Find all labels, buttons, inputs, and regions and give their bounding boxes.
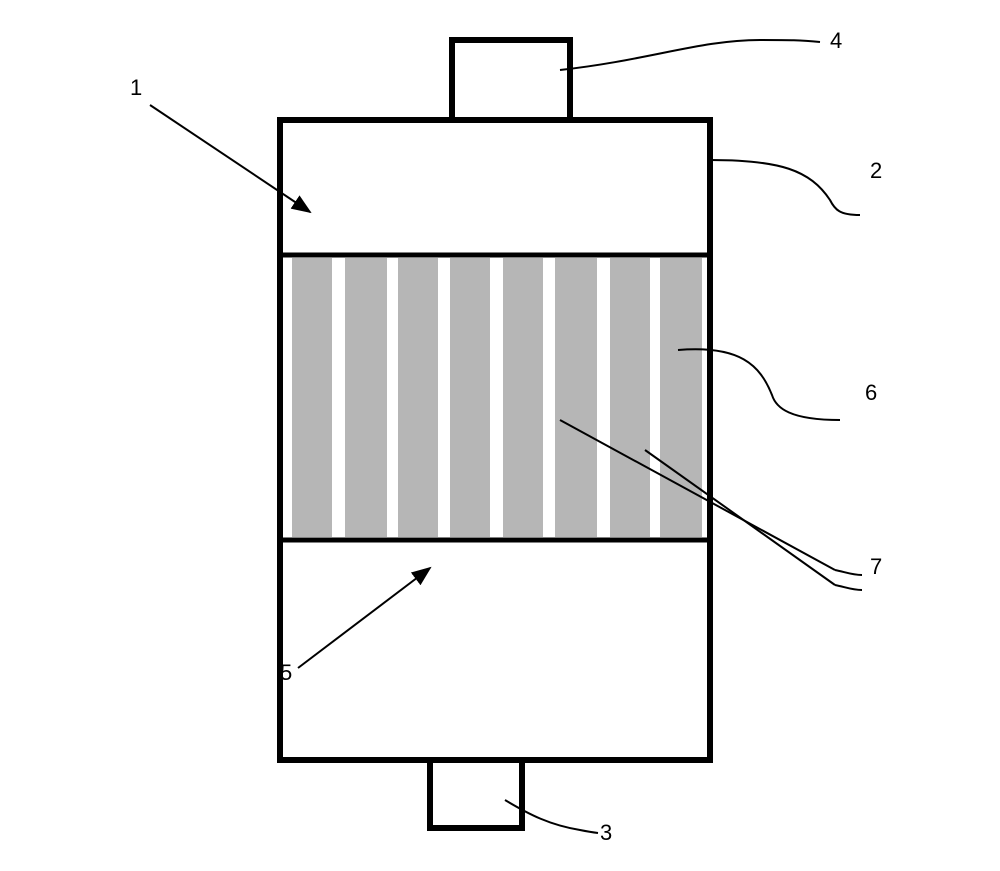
slat-bar [450, 258, 490, 537]
callout-label-7: 7 [870, 554, 882, 579]
callout-label-3: 3 [600, 820, 612, 845]
leader-curve [710, 160, 860, 215]
slat-bar [503, 258, 543, 537]
slat-bar [610, 258, 650, 537]
slat-bar [345, 258, 387, 537]
callout-label-5: 5 [280, 660, 292, 685]
leader-curve [560, 40, 820, 70]
slat-bar [398, 258, 438, 537]
slat-bar [555, 258, 597, 537]
schematic-diagram: 1 2 3 4 5 6 7 [0, 0, 1000, 871]
bottom-stub [430, 760, 522, 828]
callout-label-2: 2 [870, 158, 882, 183]
leader-curve [835, 570, 862, 575]
top-stub [452, 40, 570, 120]
callout-label-1: 1 [130, 75, 142, 100]
leader-curve [835, 585, 862, 590]
callout-label-4: 4 [830, 28, 842, 53]
slat-bar [292, 258, 332, 537]
callout-label-6: 6 [865, 380, 877, 405]
